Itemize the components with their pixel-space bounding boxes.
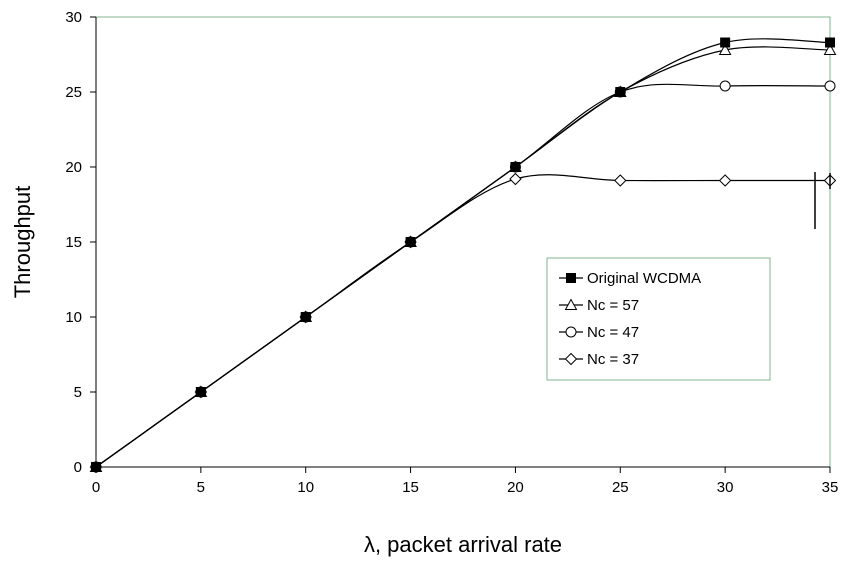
y-tick-label-6: 30: [65, 9, 82, 26]
series-0-point-0: [92, 463, 101, 472]
y-axis-title: Throughput: [10, 186, 35, 299]
y-tick-label-2: 10: [65, 309, 82, 326]
legend-label-3: Nc = 37: [587, 351, 639, 368]
y-tick-label-1: 5: [74, 384, 82, 401]
legend-label-1: Nc = 57: [587, 297, 639, 314]
series-0-point-6: [721, 38, 730, 47]
legend-label-2: Nc = 47: [587, 324, 639, 341]
legend-label-0: Original WCDMA: [587, 270, 701, 287]
legend-marker-0: [567, 274, 576, 283]
y-tick-label-4: 20: [65, 159, 82, 176]
y-tick-label-0: 0: [74, 459, 82, 476]
x-tick-label-7: 35: [822, 479, 839, 496]
x-tick-label-3: 15: [402, 479, 419, 496]
x-tick-label-6: 30: [717, 479, 734, 496]
y-tick-label-5: 25: [65, 84, 82, 101]
y-tick-label-3: 15: [65, 234, 82, 251]
x-tick-label-0: 0: [92, 479, 100, 496]
x-tick-label-2: 10: [297, 479, 314, 496]
legend-marker-2: [566, 327, 576, 337]
series-0-point-1: [196, 388, 205, 397]
series-0-point-7: [826, 38, 835, 47]
x-tick-label-5: 25: [612, 479, 629, 496]
series-0-point-2: [301, 313, 310, 322]
x-tick-label-4: 20: [507, 479, 524, 496]
series-0-point-4: [511, 163, 520, 172]
legend: Original WCDMA Nc = 57 Nc = 47 Nc = 37: [547, 258, 770, 380]
x-axis-title: λ, packet arrival rate: [364, 532, 562, 557]
series-0-point-5: [616, 88, 625, 97]
x-tick-label-1: 5: [197, 479, 205, 496]
series-0-point-3: [406, 238, 415, 247]
series-2-point-7: [825, 81, 835, 91]
series-2-point-6: [720, 81, 730, 91]
